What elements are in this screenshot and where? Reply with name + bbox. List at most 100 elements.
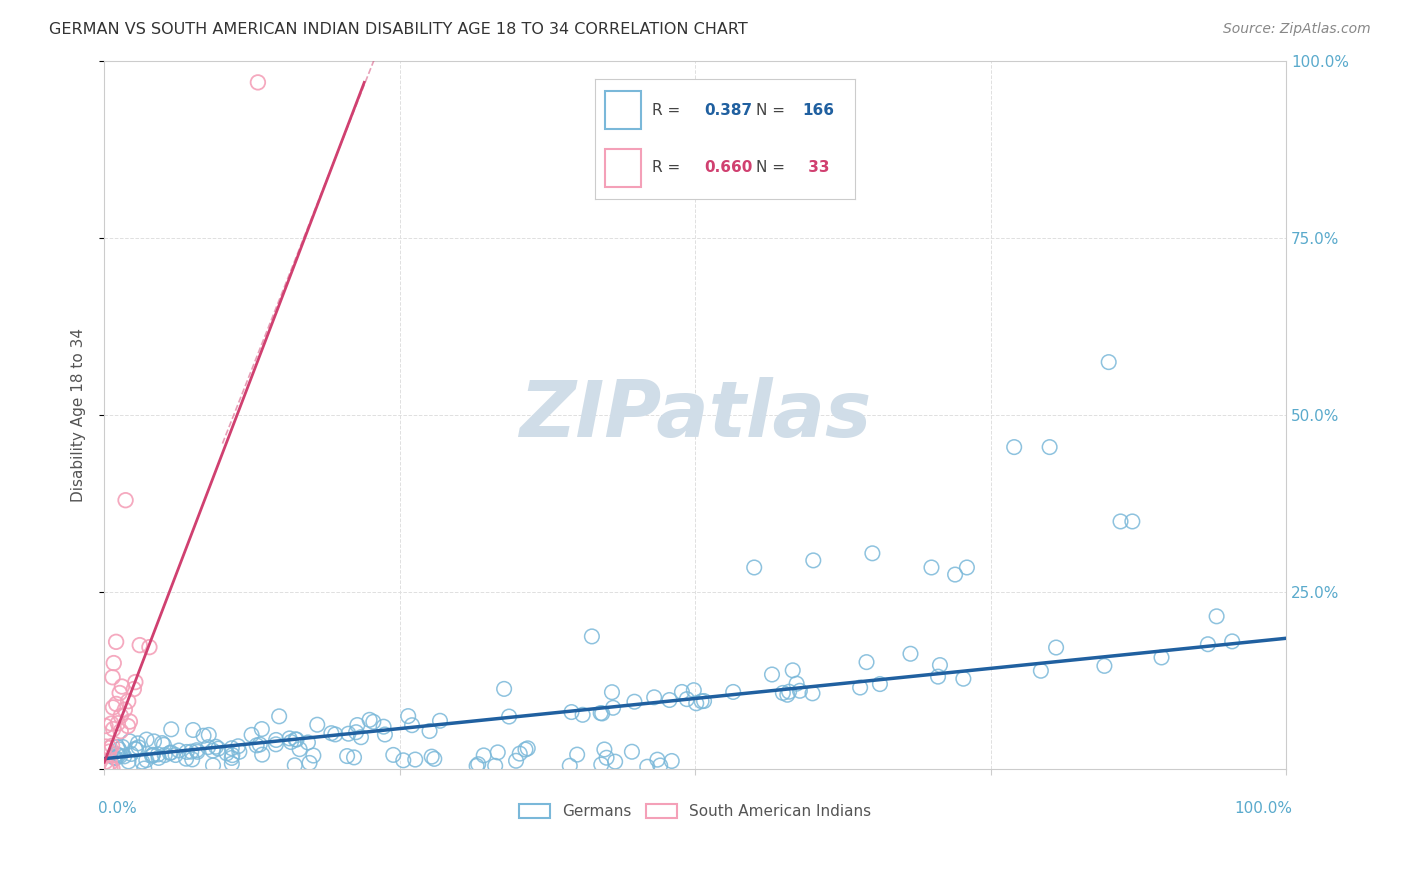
Point [94, 719, 117, 733]
Point [94, 755, 117, 769]
Point [392, 753, 415, 767]
Point [105, 697, 128, 711]
Point [264, 737, 287, 751]
Point [107, 748, 129, 763]
Point [1205, 609, 1227, 624]
Point [346, 718, 368, 732]
Point [117, 719, 139, 733]
Point [297, 735, 319, 749]
Point [1092, 658, 1115, 673]
Point [264, 733, 287, 747]
Point [141, 748, 163, 763]
Point [117, 694, 139, 708]
Point [250, 722, 273, 736]
Point [186, 743, 208, 757]
Point [560, 705, 582, 719]
Point [142, 748, 165, 763]
Point [396, 709, 419, 723]
Point [110, 709, 132, 723]
Point [1039, 440, 1062, 454]
Point [571, 707, 593, 722]
Point [721, 685, 744, 699]
Point [240, 728, 263, 742]
Point [101, 762, 124, 776]
Point [952, 672, 974, 686]
Point [98, 740, 121, 755]
Point [1045, 640, 1067, 655]
Point [927, 670, 949, 684]
Point [1002, 440, 1025, 454]
Point [650, 758, 672, 772]
Point [207, 741, 229, 756]
Point [143, 734, 166, 748]
Point [246, 739, 269, 753]
Point [120, 747, 142, 761]
Point [181, 752, 204, 766]
Point [148, 751, 170, 765]
Point [100, 716, 122, 731]
Point [110, 724, 132, 739]
Point [337, 727, 360, 741]
Point [401, 718, 423, 732]
Point [1109, 515, 1132, 529]
Point [801, 686, 824, 700]
Point [509, 747, 531, 761]
Legend: Germans, South American Indians: Germans, South American Indians [513, 798, 877, 825]
Point [105, 635, 128, 649]
Point [135, 753, 157, 767]
Text: 100.0%: 100.0% [1234, 801, 1292, 816]
Point [643, 690, 665, 705]
Point [302, 748, 325, 763]
Point [174, 752, 197, 766]
Point [226, 739, 249, 754]
Point [404, 753, 426, 767]
Point [103, 656, 125, 670]
Point [419, 724, 441, 739]
Point [593, 742, 616, 756]
Point [180, 745, 202, 759]
Point [167, 743, 190, 757]
Point [685, 696, 707, 710]
Point [160, 746, 183, 760]
Point [1029, 664, 1052, 678]
Point [269, 709, 291, 723]
Point [186, 745, 208, 759]
Point [215, 747, 238, 761]
Point [307, 717, 329, 731]
Point [202, 758, 225, 772]
Point [98, 756, 121, 771]
Point [159, 746, 181, 760]
Point [690, 694, 713, 708]
Point [124, 675, 146, 690]
Point [122, 681, 145, 696]
Point [623, 695, 645, 709]
Point [516, 741, 538, 756]
Point [108, 686, 131, 700]
Point [197, 728, 219, 742]
Point [900, 647, 922, 661]
Point [786, 676, 808, 690]
Point [201, 744, 224, 758]
Point [249, 738, 271, 752]
Point [494, 681, 516, 696]
Point [111, 739, 134, 754]
Point [111, 680, 134, 694]
Point [112, 749, 135, 764]
Point [869, 677, 891, 691]
Point [350, 730, 373, 744]
Point [221, 756, 243, 771]
Point [250, 747, 273, 762]
Point [855, 655, 877, 669]
Point [943, 567, 966, 582]
Point [336, 749, 359, 764]
Point [107, 716, 129, 731]
Point [134, 762, 156, 776]
Point [782, 663, 804, 677]
Point [778, 684, 800, 698]
Point [128, 638, 150, 652]
Point [1121, 515, 1143, 529]
Point [772, 686, 794, 700]
Text: Source: ZipAtlas.com: Source: ZipAtlas.com [1223, 22, 1371, 37]
Point [135, 732, 157, 747]
Point [298, 756, 321, 770]
